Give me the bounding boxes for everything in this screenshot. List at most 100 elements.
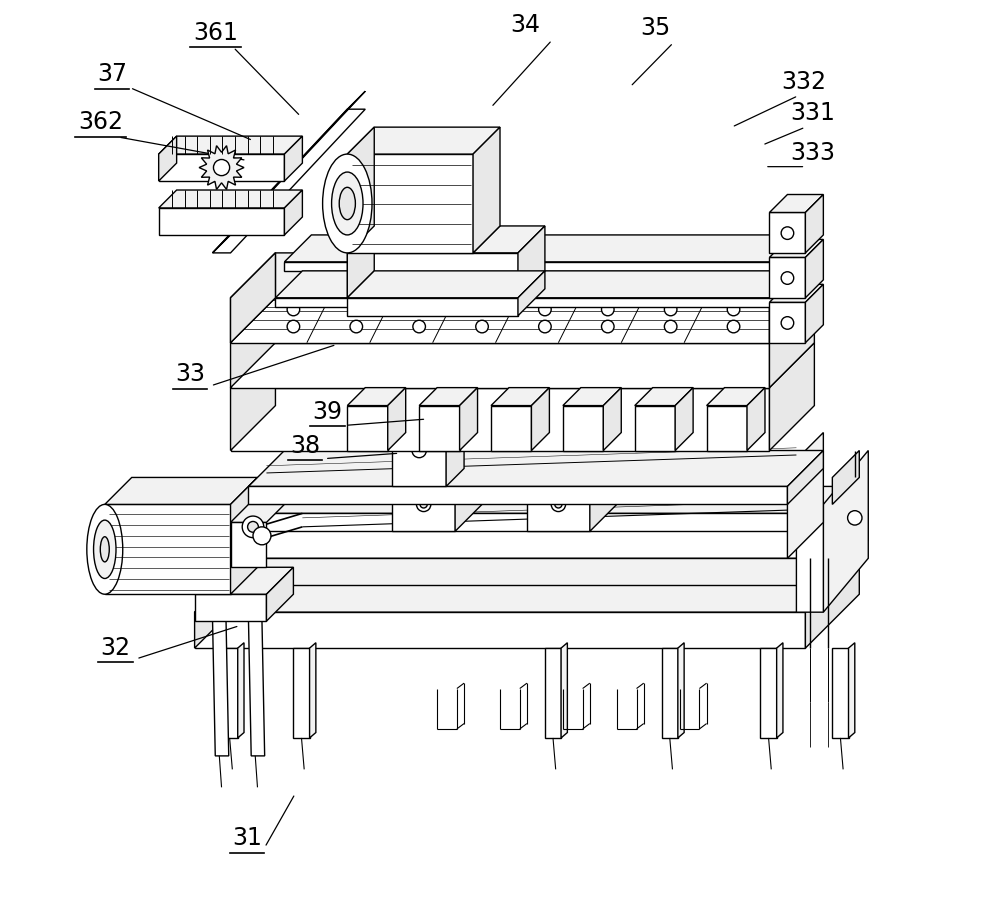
Polygon shape (195, 612, 805, 648)
Polygon shape (347, 226, 545, 253)
Polygon shape (347, 405, 388, 450)
Polygon shape (347, 226, 500, 253)
Polygon shape (769, 253, 814, 342)
Polygon shape (805, 195, 823, 253)
Polygon shape (678, 642, 684, 738)
Polygon shape (159, 154, 284, 181)
Polygon shape (675, 387, 693, 450)
Polygon shape (248, 487, 787, 505)
Polygon shape (388, 387, 406, 450)
Text: 39: 39 (313, 399, 343, 423)
Polygon shape (213, 109, 365, 253)
Circle shape (242, 516, 264, 538)
Polygon shape (213, 621, 229, 756)
Polygon shape (105, 505, 231, 595)
Polygon shape (195, 568, 293, 595)
Polygon shape (238, 642, 244, 738)
Polygon shape (347, 127, 374, 253)
Circle shape (350, 320, 363, 332)
Ellipse shape (339, 187, 355, 220)
Polygon shape (248, 450, 823, 487)
Polygon shape (213, 91, 365, 253)
Text: 33: 33 (175, 362, 205, 386)
Text: 38: 38 (290, 433, 320, 458)
Polygon shape (310, 642, 316, 738)
Polygon shape (248, 514, 823, 532)
Polygon shape (231, 505, 284, 523)
Circle shape (727, 320, 740, 332)
Polygon shape (545, 648, 561, 738)
Polygon shape (518, 271, 545, 315)
Polygon shape (199, 146, 244, 189)
Polygon shape (769, 303, 805, 342)
Polygon shape (347, 226, 374, 298)
Text: 37: 37 (97, 62, 127, 86)
Circle shape (287, 304, 300, 315)
Text: 331: 331 (790, 101, 835, 125)
Polygon shape (769, 213, 805, 253)
Polygon shape (769, 285, 823, 303)
Polygon shape (266, 568, 293, 621)
Polygon shape (769, 195, 823, 213)
Circle shape (287, 320, 300, 332)
Circle shape (248, 522, 258, 532)
Circle shape (781, 272, 794, 285)
Circle shape (476, 320, 488, 332)
Polygon shape (275, 298, 778, 306)
Ellipse shape (332, 172, 363, 235)
Circle shape (539, 320, 551, 332)
Polygon shape (769, 298, 814, 387)
Polygon shape (231, 298, 814, 342)
Text: 34: 34 (510, 14, 540, 37)
Polygon shape (531, 387, 549, 450)
Polygon shape (563, 405, 603, 450)
Polygon shape (392, 401, 464, 423)
Polygon shape (769, 258, 805, 298)
Circle shape (539, 304, 551, 315)
Polygon shape (805, 285, 823, 342)
Polygon shape (561, 642, 567, 738)
Polygon shape (231, 342, 275, 450)
Text: 332: 332 (781, 70, 826, 94)
Circle shape (420, 501, 427, 508)
Circle shape (350, 304, 363, 315)
Text: 362: 362 (78, 110, 123, 134)
Circle shape (781, 316, 794, 329)
Polygon shape (787, 432, 823, 559)
Circle shape (551, 497, 566, 512)
Ellipse shape (94, 520, 116, 578)
Polygon shape (231, 253, 275, 342)
Ellipse shape (87, 505, 123, 595)
Polygon shape (832, 648, 849, 738)
Polygon shape (347, 154, 473, 253)
Circle shape (416, 497, 431, 512)
Polygon shape (231, 478, 257, 595)
Polygon shape (635, 387, 693, 405)
Polygon shape (231, 387, 769, 450)
Polygon shape (473, 127, 500, 253)
Polygon shape (347, 298, 518, 315)
Polygon shape (248, 487, 850, 514)
Circle shape (727, 304, 740, 315)
Polygon shape (275, 271, 805, 298)
Ellipse shape (323, 154, 372, 253)
Polygon shape (832, 450, 859, 505)
Polygon shape (849, 642, 855, 738)
Polygon shape (603, 387, 621, 450)
Circle shape (664, 304, 677, 315)
Text: 31: 31 (232, 826, 262, 851)
Polygon shape (231, 523, 266, 568)
Polygon shape (195, 559, 859, 612)
Polygon shape (563, 387, 621, 405)
Circle shape (555, 501, 562, 508)
Polygon shape (213, 514, 868, 559)
Circle shape (601, 320, 614, 332)
Polygon shape (491, 387, 549, 405)
Polygon shape (460, 387, 478, 450)
Circle shape (413, 320, 425, 332)
Polygon shape (419, 387, 478, 405)
Circle shape (781, 227, 794, 240)
Polygon shape (392, 423, 446, 487)
Circle shape (253, 527, 271, 545)
Polygon shape (347, 271, 545, 298)
